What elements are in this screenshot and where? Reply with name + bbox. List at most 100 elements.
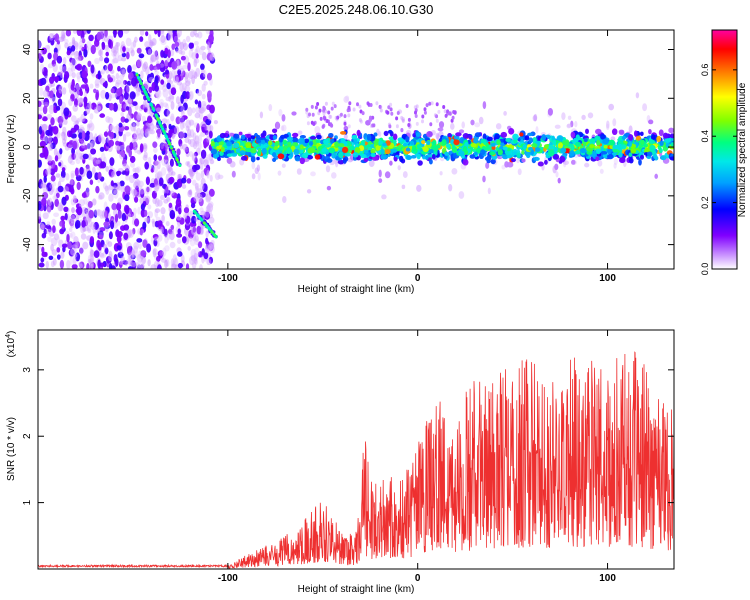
spectrogram-y-label: Frequency (Hz) [6, 115, 17, 184]
spectrogram-cell [129, 155, 136, 163]
spectrogram-cell [202, 221, 206, 225]
spectrogram-cell [175, 48, 180, 54]
spectrogram-cell [443, 109, 447, 114]
spectrogram-cell [55, 105, 61, 111]
spectrogram-cell [611, 128, 618, 136]
spectrogram-cell [299, 157, 306, 165]
spectrogram-cell [369, 115, 372, 120]
spectrogram-cell [97, 70, 101, 80]
spectrogram-cell [75, 149, 81, 155]
spectrogram-cell [120, 150, 126, 158]
spectrogram-cell [195, 52, 199, 59]
spectrogram-cell [396, 111, 400, 115]
spectrogram-cell [179, 117, 186, 123]
spectrogram-cell [187, 106, 193, 117]
spectrogram-cell [370, 152, 376, 158]
spectrogram-cell [127, 96, 132, 106]
spectrogram-cell [339, 112, 343, 117]
spectrogram-cell [49, 76, 55, 84]
spectrogram-cell [639, 154, 645, 160]
spectrogram-cell [97, 234, 104, 240]
spectrogram-cell [395, 116, 399, 121]
spectrogram-cell [60, 30, 66, 40]
spectrogram-cell [137, 262, 144, 269]
colorbar: 0.00.20.40.6 Normalized spectral amplitu… [700, 29, 748, 275]
spectrogram-cell [437, 109, 441, 114]
spectrogram-cell [635, 92, 640, 99]
spectrogram-cell [425, 103, 429, 108]
spectrogram-cell [62, 138, 67, 145]
spectrogram-cell [169, 145, 173, 149]
spectrogram-cell [135, 73, 139, 77]
spectrogram-cell [59, 221, 63, 227]
spectrogram-cell [444, 113, 448, 118]
spectrogram-cell [160, 207, 166, 215]
spectrogram-cell [197, 142, 202, 150]
spectrogram-cell [86, 130, 90, 136]
spectrogram-cell [76, 75, 81, 83]
spectrogram-cell [141, 256, 146, 265]
spectrogram-cell [106, 184, 113, 191]
spectrogram-cell [401, 117, 405, 122]
chart-title: C2E5.2025.248.06.10.G30 [279, 2, 434, 17]
spectrogram-cell [148, 75, 152, 84]
spectrogram-cell [143, 90, 147, 94]
spectrogram-cell [525, 151, 531, 159]
spectrogram-cell [116, 202, 122, 211]
spectrogram-cell [405, 104, 409, 108]
spectrogram-cell [347, 124, 351, 129]
spectrogram-cell [149, 57, 154, 65]
spectrogram-cell [184, 85, 191, 92]
spectrogram-cell [569, 150, 575, 157]
spectrogram-cell [107, 124, 114, 130]
spectrogram-cell [149, 129, 155, 135]
spectrogram-cell [206, 90, 212, 100]
spectrogram-cell [153, 236, 160, 242]
spectrogram-cell [281, 124, 287, 132]
spectrogram-cell [38, 222, 45, 231]
spectrogram-cell [191, 260, 197, 269]
spectrogram-cell [83, 90, 88, 98]
spectrogram-cell [153, 154, 158, 161]
spectrogram-cell [521, 158, 526, 163]
spectrogram-cell [490, 142, 496, 147]
spectrogram-cell [43, 101, 50, 107]
spectrogram-cell [379, 108, 383, 113]
spectrogram-cell [180, 110, 185, 117]
spectrogram-cell [38, 53, 42, 60]
spectrogram-cell [151, 190, 157, 199]
spectrogram-cell [274, 141, 280, 147]
spectrogram-cell [187, 245, 191, 251]
spectrogram-cell [69, 57, 74, 63]
spectrogram-cell [122, 133, 127, 142]
spectrogram-cell [319, 116, 323, 121]
spectrogram-cell [506, 154, 513, 159]
spectrogram-cell [121, 212, 127, 222]
spectrogram-cell [96, 31, 102, 42]
spectrogram-cell [414, 110, 417, 115]
y-tick-label: 1 [22, 499, 33, 505]
spectrogram-cell [393, 157, 398, 162]
spectrogram-cell [188, 119, 195, 126]
spectrogram-cell [166, 233, 171, 241]
spectrogram-cell [52, 181, 57, 187]
spectrogram-cell [144, 128, 151, 138]
spectrogram-cell [92, 226, 96, 234]
spectrogram-cell [114, 257, 119, 267]
spectrogram-cell [527, 132, 534, 137]
spectrogram-cell [182, 64, 188, 70]
spectrogram-cell [201, 122, 206, 128]
spectrogram-cell [309, 135, 317, 140]
spectrogram-cell [630, 147, 637, 154]
spectrogram-cell [40, 77, 47, 86]
spectrogram-cell [196, 225, 202, 235]
spectrogram-cell [165, 185, 170, 194]
spectrogram-cell [52, 225, 56, 233]
spectrogram-cell [77, 100, 82, 106]
spectrogram-cell [337, 159, 345, 165]
spectrogram-cell [276, 121, 280, 130]
x-tick-label: 0 [415, 273, 421, 284]
spectrogram-cell [83, 196, 88, 205]
spectrogram-cell [175, 76, 179, 83]
spectrogram-cell [330, 138, 335, 144]
